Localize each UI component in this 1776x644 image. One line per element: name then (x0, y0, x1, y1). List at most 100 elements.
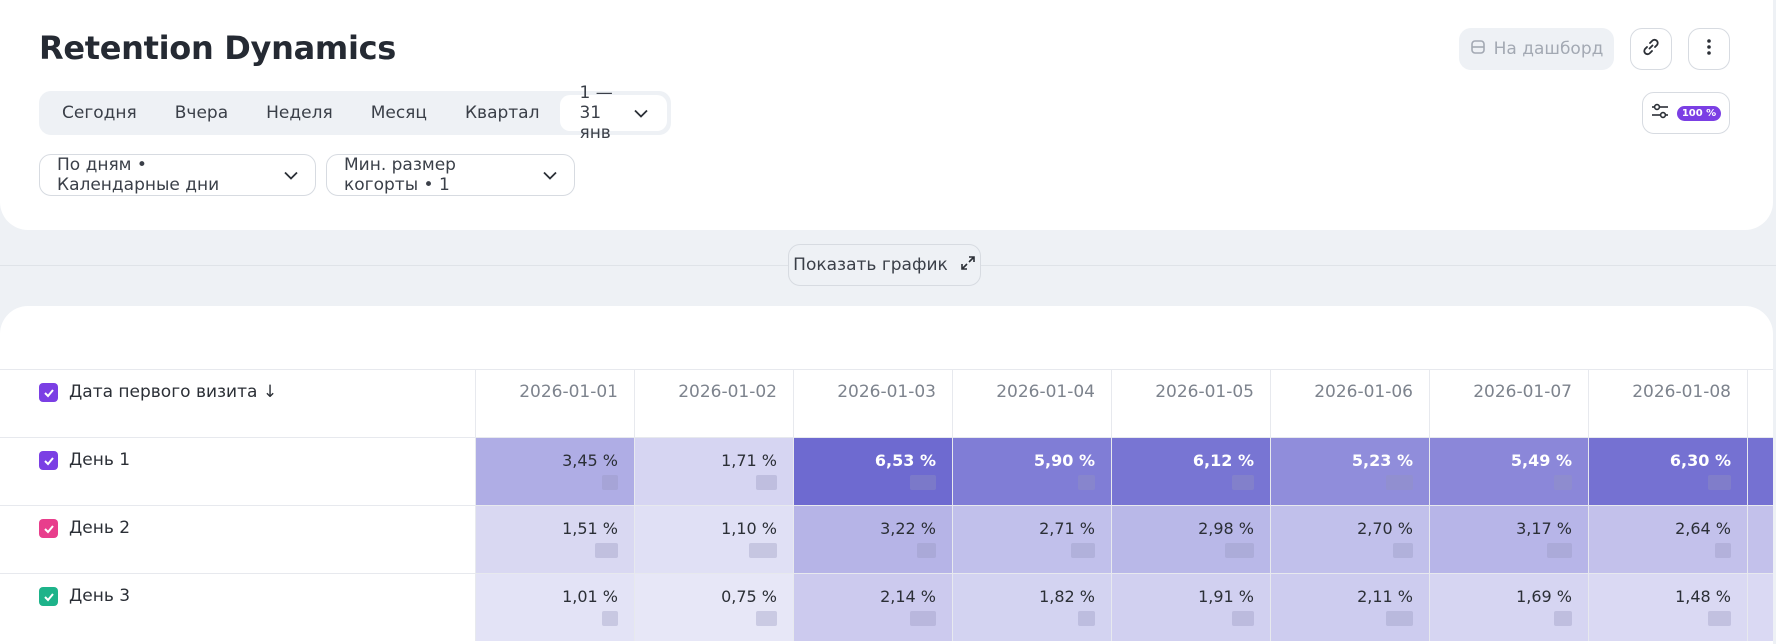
page-title: Retention Dynamics (39, 29, 397, 67)
period-month[interactable]: Месяц (370, 103, 427, 123)
row-checkbox[interactable] (39, 451, 58, 470)
retention-value: 5,90 % (1033, 451, 1095, 470)
more-options-button[interactable] (1688, 28, 1730, 70)
retention-cell[interactable]: 1,10 % (635, 506, 794, 573)
report-header-card: Retention Dynamics На дашборд 100 % Сего… (0, 0, 1773, 230)
grouping-dropdown[interactable]: По дням • Календарные дни (39, 154, 316, 196)
cohort-size-dropdown[interactable]: Мин. размер когорты • 1 (326, 154, 575, 196)
column-header[interactable]: 2026-01-07 (1430, 370, 1589, 437)
retention-cell[interactable]: 2,70 % (1271, 506, 1430, 573)
column-overflow (1748, 506, 1773, 573)
hidden-count (1078, 475, 1095, 490)
hidden-count (1708, 611, 1731, 626)
retention-value: 1,91 % (1198, 587, 1254, 606)
retention-cell[interactable]: 5,49 % (1430, 438, 1589, 505)
first-visit-header[interactable]: Дата первого визита ↓ (0, 370, 476, 437)
expand-icon (960, 255, 976, 276)
sliders-icon (1651, 103, 1669, 124)
period-week[interactable]: Неделя (266, 103, 333, 123)
period-selector: Сегодня Вчера Неделя Месяц Квартал 1 — 3… (39, 83, 671, 143)
retention-cell[interactable]: 2,98 % (1112, 506, 1271, 573)
retention-value: 2,71 % (1039, 519, 1095, 538)
check-icon (43, 592, 54, 601)
period-quarter[interactable]: Квартал (464, 103, 540, 123)
retention-value: 3,22 % (880, 519, 936, 538)
first-visit-header-label: Дата первого визита ↓ (69, 382, 278, 402)
date-range-picker[interactable]: 1 — 31 янв (560, 83, 667, 143)
hidden-count (910, 475, 936, 490)
hidden-count (756, 475, 777, 490)
retention-value: 6,30 % (1669, 451, 1731, 470)
retention-cell[interactable]: 5,23 % (1271, 438, 1430, 505)
retention-cell[interactable]: 6,12 % (1112, 438, 1271, 505)
retention-cell[interactable]: 1,71 % (635, 438, 794, 505)
column-header[interactable]: 2026-01-04 (953, 370, 1112, 437)
retention-cell[interactable]: 1,01 % (476, 574, 635, 641)
link-icon (1642, 38, 1660, 61)
retention-cell[interactable]: 1,91 % (1112, 574, 1271, 641)
check-icon (43, 524, 54, 533)
retention-value: 1,82 % (1039, 587, 1095, 606)
retention-cell[interactable]: 1,82 % (953, 574, 1112, 641)
column-header[interactable]: 2026-01-08 (1589, 370, 1748, 437)
check-icon (43, 456, 54, 465)
row-checkbox[interactable] (39, 519, 58, 538)
grouping-dropdown-label: По дням • Календарные дни (57, 155, 220, 195)
hidden-count (1715, 543, 1731, 558)
copy-link-button[interactable] (1630, 28, 1672, 70)
table-row: День 2 1,51 % 1,10 % 3,22 % 2,71 % 2,98 % 2,70… (0, 505, 1773, 573)
retention-cell[interactable]: 2,11 % (1271, 574, 1430, 641)
retention-value: 2,64 % (1675, 519, 1731, 538)
table-row: День 1 3,45 % 1,71 % 6,53 % 5,90 % 6,12 % 5,23… (0, 437, 1773, 505)
retention-value: 0,75 % (721, 587, 777, 606)
retention-value: 5,49 % (1510, 451, 1572, 470)
hidden-count (595, 543, 618, 558)
retention-value: 3,17 % (1516, 519, 1572, 538)
retention-cell[interactable]: 2,64 % (1589, 506, 1748, 573)
retention-cell[interactable]: 5,90 % (953, 438, 1112, 505)
retention-value: 2,70 % (1357, 519, 1413, 538)
retention-value: 2,14 % (880, 587, 936, 606)
cohort-table: Дата первого визита ↓ 2026-01-01 2026-01… (0, 369, 1773, 641)
add-to-dashboard-button[interactable]: На дашборд (1459, 28, 1614, 70)
select-all-checkbox[interactable] (39, 383, 58, 402)
retention-cell[interactable]: 3,17 % (1430, 506, 1589, 573)
column-header[interactable]: 2026-01-06 (1271, 370, 1430, 437)
period-today[interactable]: Сегодня (62, 103, 137, 123)
column-header[interactable]: 2026-01-03 (794, 370, 953, 437)
column-header[interactable]: 2026-01-01 (476, 370, 635, 437)
hidden-count (1225, 543, 1254, 558)
retention-cell[interactable]: 0,75 % (635, 574, 794, 641)
retention-cell[interactable]: 1,48 % (1589, 574, 1748, 641)
hidden-count (1547, 543, 1572, 558)
show-chart-button[interactable]: Показать график (788, 244, 981, 286)
row-label-cell: День 2 (0, 506, 476, 573)
hidden-count (917, 543, 936, 558)
add-to-dashboard-label: На дашборд (1493, 39, 1604, 59)
row-label-cell: День 3 (0, 574, 476, 641)
column-overflow (1748, 574, 1773, 641)
filters-button[interactable]: 100 % (1642, 92, 1730, 134)
chevron-down-icon (543, 165, 557, 185)
row-label: День 2 (69, 518, 131, 538)
column-header[interactable]: 2026-01-02 (635, 370, 794, 437)
period-yesterday[interactable]: Вчера (174, 103, 229, 123)
retention-cell[interactable]: 1,51 % (476, 506, 635, 573)
hidden-count (910, 611, 936, 626)
column-header[interactable]: 2026-01-05 (1112, 370, 1271, 437)
hidden-count (602, 475, 618, 490)
retention-cell[interactable]: 2,71 % (953, 506, 1112, 573)
retention-cell[interactable]: 2,14 % (794, 574, 953, 641)
retention-cell[interactable]: 3,45 % (476, 438, 635, 505)
hidden-count (1708, 475, 1731, 490)
chevron-down-icon (284, 165, 298, 185)
hidden-count (602, 611, 618, 626)
hidden-count (1232, 611, 1254, 626)
retention-cell[interactable]: 6,30 % (1589, 438, 1748, 505)
retention-value: 6,53 % (874, 451, 936, 470)
row-checkbox[interactable] (39, 587, 58, 606)
retention-cell[interactable]: 1,69 % (1430, 574, 1589, 641)
hidden-count (1554, 611, 1572, 626)
retention-cell[interactable]: 3,22 % (794, 506, 953, 573)
retention-cell[interactable]: 6,53 % (794, 438, 953, 505)
